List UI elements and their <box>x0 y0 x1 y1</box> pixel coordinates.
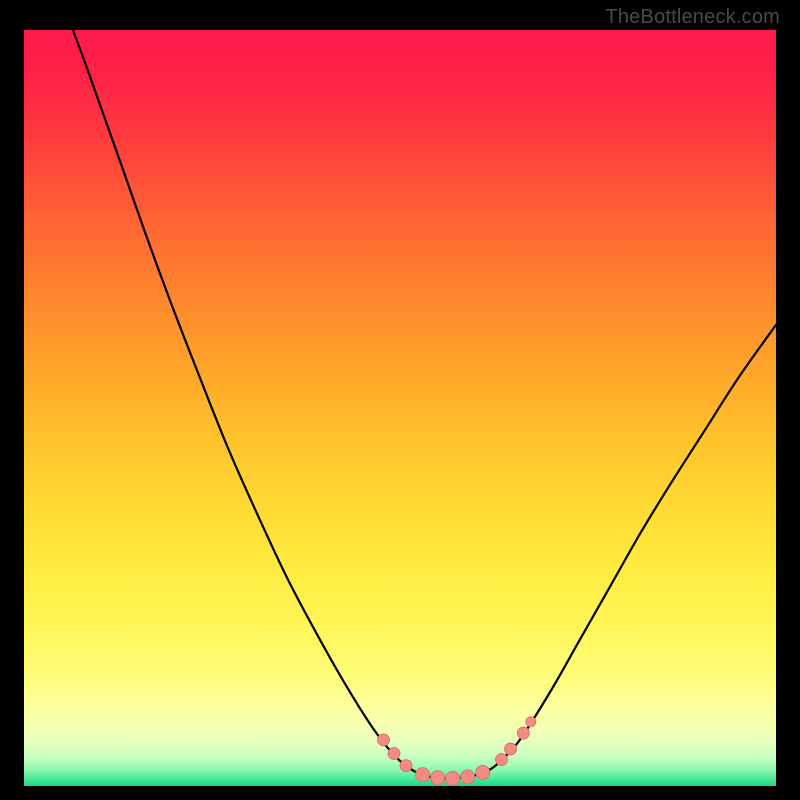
curve-marker <box>496 754 508 766</box>
chart-frame: TheBottleneck.com <box>0 0 800 800</box>
bottleneck-curve <box>73 30 776 779</box>
curve-marker <box>476 765 490 779</box>
curve-overlay <box>24 30 776 786</box>
curve-marker <box>505 743 517 755</box>
watermark-text: TheBottleneck.com <box>605 6 780 29</box>
curve-marker <box>377 734 389 746</box>
curve-marker <box>388 747 400 759</box>
curve-marker <box>400 760 412 772</box>
curve-marker <box>517 727 529 739</box>
curve-marker <box>461 770 475 784</box>
curve-marker <box>526 717 536 727</box>
plot-area <box>24 30 776 786</box>
curve-marker <box>431 771 445 785</box>
curve-marker <box>416 768 430 782</box>
curve-marker <box>446 771 460 785</box>
curve-markers <box>377 717 535 786</box>
